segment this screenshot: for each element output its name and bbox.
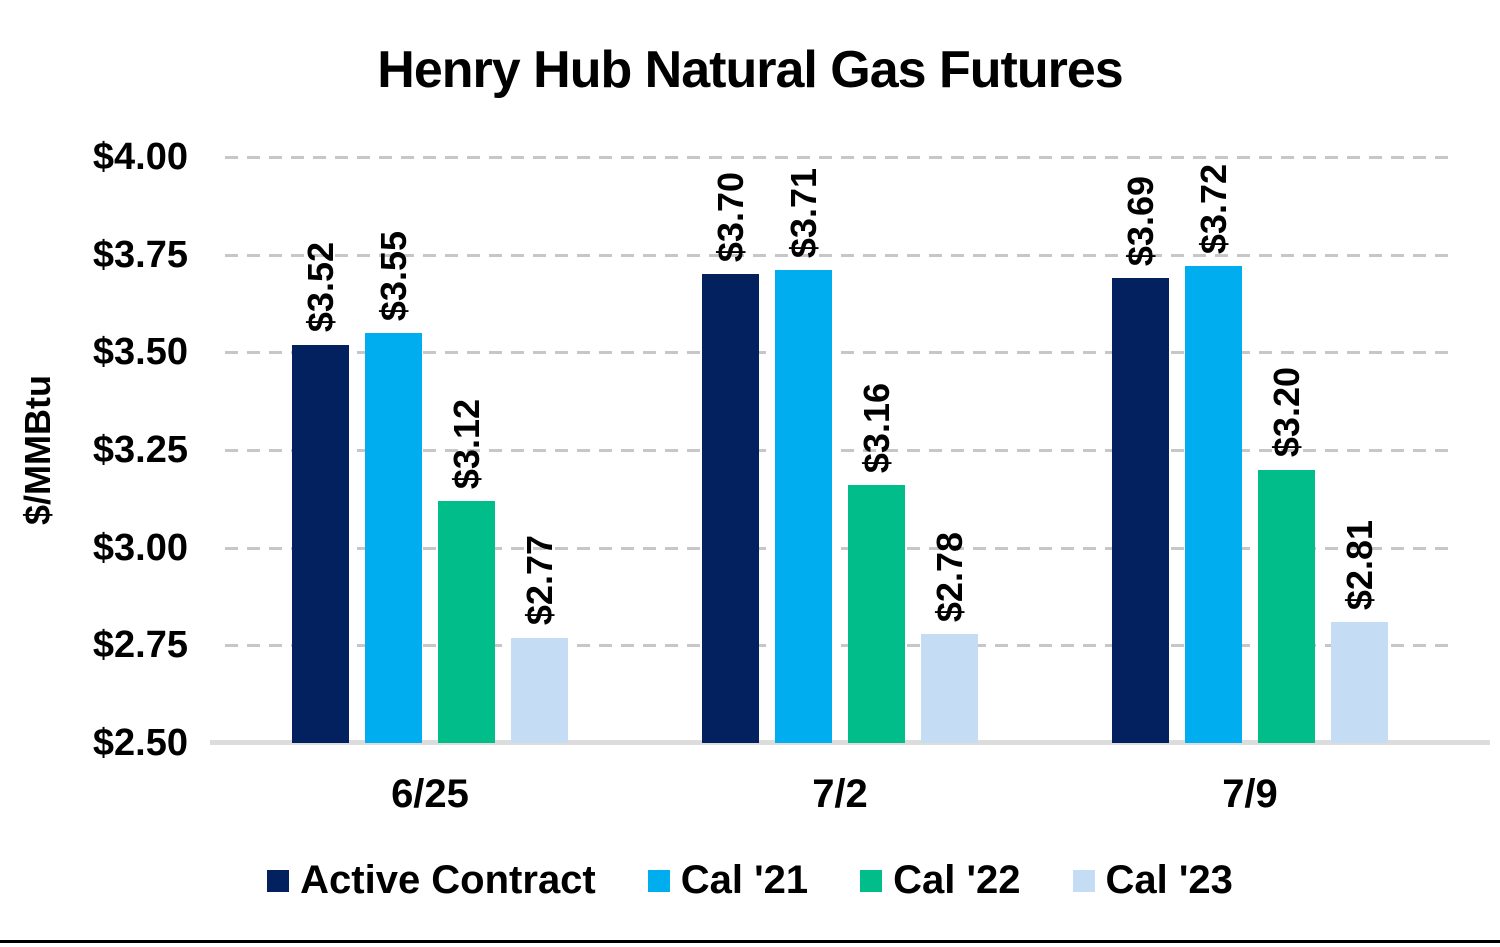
bar-value-label: $3.16 — [855, 383, 897, 474]
gridline — [225, 351, 1455, 355]
legend-swatch-icon — [1072, 869, 1095, 892]
bar-cal-21-7-2 — [775, 270, 832, 743]
x-axis-label: 6/25 — [391, 772, 469, 816]
bottom-border-rule — [0, 940, 1500, 943]
x-axis-label: 7/9 — [1222, 772, 1278, 816]
y-axis-tick-label: $3.00 — [92, 526, 188, 569]
legend-label: Cal '23 — [1105, 858, 1233, 902]
bar-cal-23-6-25 — [511, 637, 568, 743]
y-axis-tick-label: $2.50 — [92, 722, 188, 764]
bar-cal-23-7-9 — [1331, 621, 1388, 743]
y-axis-tick-label: $3.75 — [92, 233, 188, 276]
bar-value-label: $2.81 — [1338, 519, 1380, 610]
bar-active-contract-7-2 — [702, 274, 759, 743]
bar-cal-22-7-9 — [1258, 469, 1315, 743]
legend-label: Cal '21 — [680, 858, 809, 902]
y-axis-tick-label: $2.75 — [92, 624, 188, 667]
legend: Active Contract Cal '21 Cal '22 Cal '23 — [0, 858, 1500, 903]
plot-area: $3.52 $3.55 $3.12 $2.77 $3.70 $3.71 $3.16 $2.78… — [210, 156, 1490, 745]
bar-value-label: $3.20 — [1265, 367, 1307, 458]
chart-title: Henry Hub Natural Gas Futures — [377, 41, 1123, 99]
gridline — [225, 546, 1455, 550]
y-axis-tick-label: $3.50 — [92, 331, 188, 374]
legend-item-active-contract: Active Contract — [267, 858, 596, 903]
bar-value-label: $3.71 — [782, 168, 824, 259]
legend-label: Cal '22 — [893, 858, 1021, 902]
legend-label: Active Contract — [300, 858, 596, 902]
y-axis-tick-label: $3.25 — [92, 429, 188, 471]
bar-value-label: $2.77 — [518, 535, 560, 626]
legend-swatch-icon — [647, 869, 670, 892]
legend-item-cal-22: Cal '22 — [860, 858, 1021, 903]
bar-value-label: $3.12 — [445, 398, 487, 489]
y-axis-tick-label: $4.00 — [92, 136, 188, 178]
bar-cal-23-7-2 — [921, 633, 978, 743]
bar-active-contract-7-9 — [1112, 278, 1169, 743]
gridline — [225, 449, 1455, 452]
legend-swatch-icon — [267, 869, 290, 892]
bar-value-label: $2.78 — [928, 531, 970, 622]
gridline — [225, 156, 1455, 159]
bar-value-label: $3.55 — [372, 230, 414, 321]
legend-item-cal-21: Cal '21 — [647, 858, 809, 903]
bar-value-label: $3.70 — [709, 172, 751, 263]
gridline — [225, 253, 1455, 257]
bar-cal-22-6-25 — [438, 500, 495, 743]
legend-swatch-icon — [860, 869, 883, 892]
bar-cal-21-7-9 — [1185, 266, 1242, 743]
bar-active-contract-6-25 — [292, 344, 349, 743]
bar-value-label: $3.52 — [299, 242, 341, 333]
legend-item-cal-23: Cal '23 — [1072, 858, 1233, 903]
gridline — [225, 644, 1455, 648]
bar-cal-22-7-2 — [848, 485, 905, 743]
x-axis-label: 7/2 — [812, 772, 868, 816]
bar-value-label: $3.72 — [1192, 164, 1234, 255]
bar-value-label: $3.69 — [1119, 176, 1161, 267]
bar-cal-21-6-25 — [365, 332, 422, 743]
